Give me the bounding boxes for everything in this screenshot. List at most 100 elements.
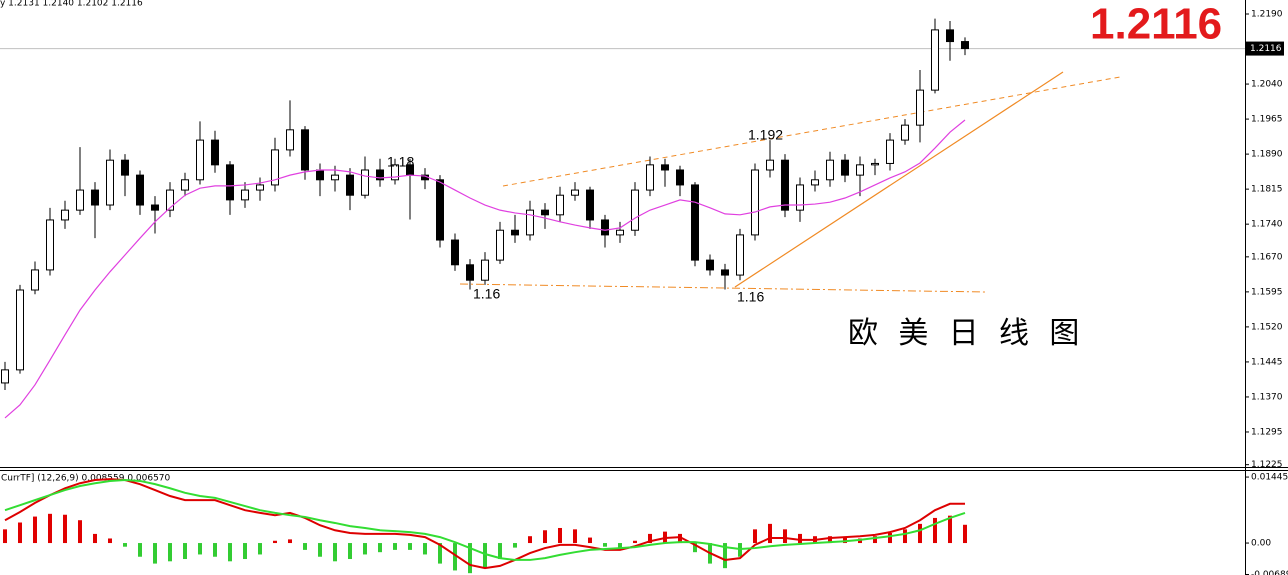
candle-body	[961, 41, 969, 50]
histogram-bar	[78, 520, 82, 544]
histogram-bar	[588, 537, 592, 544]
histogram-bar	[258, 543, 262, 555]
candle-body	[241, 189, 249, 201]
candle-body	[301, 129, 309, 171]
histogram-bar	[768, 523, 772, 544]
histogram-bar	[333, 543, 337, 562]
histogram-bar	[93, 533, 97, 544]
candle-body	[826, 159, 834, 181]
y-tick-label: 1.1370	[1251, 392, 1283, 402]
histogram-bar	[423, 543, 427, 555]
candle-body	[46, 219, 54, 271]
candle-body	[121, 159, 129, 176]
candle-body	[31, 269, 39, 291]
candle-body	[436, 179, 444, 241]
histogram-bar	[963, 524, 967, 544]
histogram-bar	[903, 529, 907, 544]
histogram-bar	[273, 540, 277, 544]
y-tick-label: 1.1890	[1251, 150, 1283, 160]
y-tick-label: 1.1445	[1251, 357, 1283, 367]
candle-body	[481, 259, 489, 281]
y-tick-label: 0.00	[1251, 539, 1271, 549]
histogram-bar	[873, 536, 877, 544]
histogram-bar	[933, 517, 937, 544]
candle-body	[451, 239, 459, 266]
candle-body	[256, 184, 264, 191]
candle-body	[316, 169, 324, 181]
histogram-bar	[63, 514, 67, 544]
histogram-bar	[108, 538, 112, 544]
y-tick-label: 1.1740	[1251, 220, 1283, 230]
y-tick-label: 1.1295	[1251, 427, 1283, 437]
price-label: 1.2116	[1090, 0, 1222, 49]
trend-line	[459, 283, 986, 293]
histogram-bar	[498, 543, 502, 560]
histogram-bar	[798, 533, 802, 544]
histogram-bar	[183, 543, 187, 560]
candle-body	[901, 124, 909, 141]
histogram-bar	[213, 543, 217, 557]
y-tick-label: 1.1225	[1251, 460, 1283, 470]
candle-body	[691, 184, 699, 261]
histogram-bar	[753, 529, 757, 544]
candle-body	[361, 169, 369, 196]
histogram-bar	[138, 543, 142, 557]
histogram-bar	[723, 543, 727, 569]
histogram-bar	[918, 523, 922, 544]
histogram-bar	[828, 536, 832, 544]
candle-body	[1, 369, 9, 384]
candle-body	[706, 259, 714, 271]
candle-body	[811, 179, 819, 186]
y-tick-label: 1.2040	[1251, 80, 1283, 90]
candle-body	[766, 159, 774, 171]
y-tick-label: 1.1965	[1251, 115, 1283, 125]
histogram-bar	[408, 543, 412, 550]
annotation: 1.192	[748, 127, 783, 143]
candle-body	[391, 164, 399, 181]
histogram-bar	[438, 543, 442, 564]
candle-body	[856, 164, 864, 176]
histogram-bar	[558, 527, 562, 544]
candle-body	[736, 234, 744, 276]
histogram-bar	[198, 543, 202, 555]
candle-body	[646, 164, 654, 191]
macd-line	[4, 478, 965, 570]
candle-body	[181, 179, 189, 191]
current-price-box	[1246, 41, 1284, 56]
y-tick-label: 1.1815	[1251, 185, 1283, 195]
moving-average	[4, 119, 966, 419]
histogram-bar	[888, 533, 892, 544]
histogram-bar	[483, 543, 487, 569]
histogram-bar	[228, 543, 232, 562]
candle-body	[16, 289, 24, 371]
histogram-bar	[303, 543, 307, 550]
histogram-bar	[948, 515, 952, 544]
histogram-bar	[678, 533, 682, 544]
histogram-bar	[48, 513, 52, 544]
candle-body	[751, 169, 759, 236]
histogram-bar	[33, 516, 37, 544]
candle-body	[841, 159, 849, 176]
candle-body	[511, 229, 519, 236]
y-tick-label: 1.2190	[1251, 10, 1283, 20]
macd-title: CurrTF] (12,26,9) 0.008559 0.006570	[1, 474, 171, 484]
histogram-bar	[783, 529, 787, 544]
histogram-bar	[318, 543, 322, 557]
current-price-label: 1.2116	[1250, 44, 1282, 54]
candle-body	[661, 164, 669, 171]
histogram-bar	[3, 529, 7, 544]
candle-body	[601, 219, 609, 236]
histogram-bar	[573, 529, 577, 544]
y-tick-label: -0.00689	[1251, 570, 1288, 575]
trend-line	[734, 71, 1064, 288]
candle-body	[496, 229, 504, 261]
histogram-bar	[513, 543, 517, 548]
histogram-bar	[348, 543, 352, 560]
histogram-bar	[288, 539, 292, 544]
histogram-bar	[153, 543, 157, 564]
trend-line	[502, 76, 1121, 187]
candle-body	[616, 229, 624, 236]
chart-header: y 1.2131 1.2140 1.2102 1.2116	[0, 0, 143, 9]
histogram-bar	[393, 543, 397, 550]
